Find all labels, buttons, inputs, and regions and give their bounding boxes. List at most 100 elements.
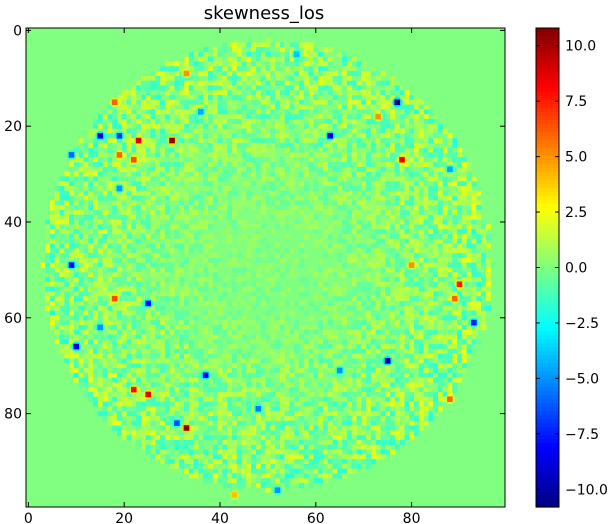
heatmap-cell — [188, 104, 194, 110]
heatmap-cell — [222, 147, 228, 153]
heatmap-cell — [203, 401, 209, 407]
heatmap-cell — [169, 286, 175, 292]
heatmap-cell — [270, 214, 276, 220]
heatmap-cell — [284, 420, 290, 426]
heatmap-cell — [241, 75, 247, 81]
heatmap-cell — [270, 133, 276, 139]
heatmap-cell — [322, 444, 329, 450]
heatmap-cell — [169, 296, 175, 302]
heatmap-cell — [332, 310, 338, 316]
heatmap-cell — [231, 157, 238, 163]
heatmap-cell — [284, 66, 290, 72]
heatmap-cell — [236, 348, 242, 355]
heatmap-cell — [59, 291, 65, 297]
heatmap-cell — [275, 286, 281, 292]
heatmap-cell — [198, 301, 204, 307]
heatmap-cell — [227, 75, 233, 81]
heatmap-cell — [294, 396, 300, 402]
heatmap-cell — [476, 301, 482, 307]
heatmap-cell — [246, 358, 252, 364]
heatmap-cell — [241, 277, 247, 283]
heatmap-cell — [418, 396, 424, 402]
heatmap-cell — [322, 253, 329, 259]
heatmap-cell — [366, 368, 372, 374]
heatmap-cell — [78, 320, 84, 326]
heatmap-cell — [346, 123, 353, 129]
heatmap-cell — [208, 358, 214, 364]
heatmap-cell — [461, 348, 467, 355]
heatmap-cell — [212, 61, 218, 67]
heatmap-cell — [433, 286, 439, 292]
heatmap-cell — [380, 128, 386, 134]
heatmap-cell — [394, 233, 400, 240]
heatmap-cell — [231, 186, 238, 192]
heatmap-cell — [246, 430, 252, 436]
heatmap-cell — [385, 162, 391, 168]
heatmap-cell — [270, 406, 276, 412]
heatmap-cell — [251, 415, 257, 422]
heatmap-cell — [471, 262, 477, 268]
heatmap-cell — [409, 344, 415, 350]
heatmap-cell — [251, 99, 257, 105]
heatmap-cell — [227, 315, 233, 321]
heatmap-cell — [102, 315, 108, 321]
heatmap-cell — [198, 253, 204, 259]
heatmap-cell — [418, 272, 424, 278]
heatmap-cell — [241, 257, 247, 264]
heatmap-cell — [351, 71, 357, 77]
heatmap-cell — [164, 195, 170, 201]
heatmap-cell — [260, 99, 266, 105]
heatmap-cell — [54, 339, 60, 345]
heatmap-cell — [270, 142, 276, 149]
heatmap-cell — [155, 229, 161, 235]
heatmap-cell — [145, 257, 151, 264]
heatmap-cell — [88, 262, 94, 268]
heatmap-cell — [351, 415, 357, 422]
heatmap-cell — [78, 171, 84, 177]
heatmap-cell — [289, 444, 295, 450]
heatmap-cell — [179, 166, 185, 172]
heatmap-cell — [423, 257, 429, 264]
heatmap-cell — [332, 358, 338, 364]
heatmap-cell — [279, 190, 285, 196]
heatmap-cell — [145, 138, 151, 144]
heatmap-cell — [107, 291, 113, 297]
heatmap-cell — [102, 262, 108, 268]
heatmap-cell — [270, 95, 276, 101]
heatmap-cell — [217, 305, 223, 311]
heatmap-cell — [164, 454, 170, 460]
heatmap-cell — [275, 42, 281, 48]
heatmap-cell — [342, 157, 348, 163]
heatmap-cell — [322, 176, 329, 182]
heatmap-cell — [404, 291, 410, 297]
heatmap-cell — [241, 420, 247, 426]
heatmap-cell — [136, 339, 142, 345]
heatmap-cell — [193, 310, 199, 316]
heatmap-cell — [284, 401, 290, 407]
heatmap-cell — [289, 205, 295, 211]
heatmap-cell — [390, 85, 396, 91]
heatmap-cell — [227, 71, 233, 77]
heatmap-cell — [112, 277, 118, 283]
heatmap-cell — [485, 257, 491, 264]
heatmap-cell — [390, 320, 396, 326]
heatmap-cell — [289, 147, 295, 153]
heatmap-cell — [265, 71, 271, 77]
heatmap-cell — [375, 339, 381, 345]
heatmap-cell — [409, 138, 415, 144]
heatmap-cell — [481, 243, 487, 249]
heatmap-cell — [303, 348, 309, 355]
heatmap-cell — [375, 205, 381, 211]
heatmap-cell — [481, 277, 487, 283]
heatmap-cell — [246, 248, 252, 254]
heatmap-cell — [184, 286, 190, 292]
heatmap-cell — [231, 439, 238, 446]
heatmap-cell — [476, 238, 482, 244]
heatmap-cell — [461, 224, 467, 230]
heatmap-cell — [227, 171, 233, 177]
heatmap-cell — [241, 61, 247, 67]
heatmap-cell — [208, 176, 214, 182]
heatmap-cell — [370, 142, 376, 149]
heatmap-cell — [169, 401, 175, 407]
heatmap-cell — [356, 219, 362, 225]
